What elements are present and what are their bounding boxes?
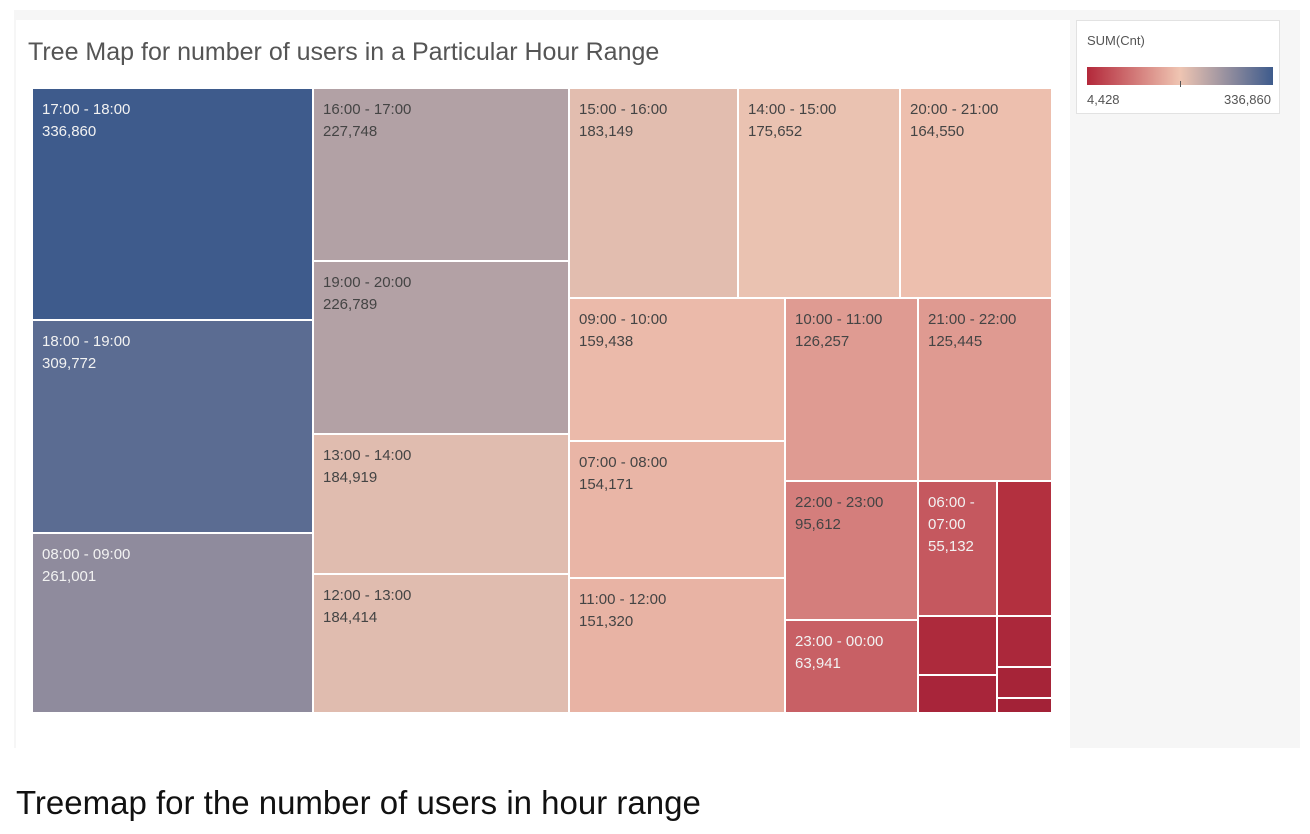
treemap-tile[interactable]: 12:00 - 13:00 184,414 <box>314 575 570 714</box>
tile-label: 18:00 - 19:00 309,772 <box>42 333 131 372</box>
tile-label: 12:00 - 13:00 184,414 <box>323 587 412 626</box>
treemap-tile[interactable]: 17:00 - 18:00 336,860 <box>33 89 314 321</box>
tile-label: 21:00 - 22:00 125,445 <box>928 311 1017 350</box>
legend-max-label: 336,860 <box>1224 92 1271 107</box>
tile-label: 22:00 - 23:00 95,612 <box>795 494 884 533</box>
tile-label: 07:00 - 08:00 154,171 <box>579 454 668 493</box>
treemap-tile[interactable]: 13:00 - 14:00 184,919 <box>314 435 570 575</box>
legend-color-bar <box>1087 67 1273 85</box>
legend-title: SUM(Cnt) <box>1087 33 1145 48</box>
treemap-tile[interactable]: 14:00 - 15:00 175,652 <box>739 89 901 299</box>
treemap-tile[interactable]: 20:00 - 21:00 164,550 <box>901 89 1053 299</box>
treemap-tile[interactable]: 11:00 - 12:00 151,320 <box>570 579 786 714</box>
treemap-tile[interactable]: 23:00 - 00:00 63,941 <box>786 621 919 714</box>
treemap-tile[interactable]: 08:00 - 09:00 261,001 <box>33 534 314 714</box>
tile-label: 08:00 - 09:00 261,001 <box>42 546 131 585</box>
tile-label: 09:00 - 10:00 159,438 <box>579 311 668 350</box>
treemap-tile[interactable]: 15:00 - 16:00 183,149 <box>570 89 739 299</box>
tile-label: 14:00 - 15:00 175,652 <box>748 101 837 140</box>
tile-label: 17:00 - 18:00 336,860 <box>42 101 131 140</box>
treemap-tile[interactable]: 09:00 - 10:00 159,438 <box>570 299 786 442</box>
treemap-tile[interactable]: 19:00 - 20:00 226,789 <box>314 262 570 435</box>
treemap-tile-unlabeled[interactable] <box>998 668 1053 699</box>
treemap-tile-unlabeled[interactable] <box>998 482 1053 617</box>
treemap-tile-unlabeled[interactable] <box>998 699 1053 714</box>
tile-label: 23:00 - 00:00 63,941 <box>795 633 884 672</box>
color-legend: SUM(Cnt) 4,428 336,860 <box>1076 20 1280 114</box>
treemap-tile[interactable]: 21:00 - 22:00 125,445 <box>919 299 1053 482</box>
treemap-tile[interactable]: 06:00 - 07:00 55,132 <box>919 482 998 617</box>
treemap-tile[interactable]: 18:00 - 19:00 309,772 <box>33 321 314 534</box>
treemap-tile-unlabeled[interactable] <box>919 676 998 714</box>
treemap-tile-unlabeled[interactable] <box>919 617 998 676</box>
treemap-tile-unlabeled[interactable] <box>998 617 1053 668</box>
treemap: 17:00 - 18:00 336,860 18:00 - 19:00 309,… <box>33 89 1053 714</box>
tile-label: 15:00 - 16:00 183,149 <box>579 101 668 140</box>
tile-label: 16:00 - 17:00 227,748 <box>323 101 412 140</box>
tile-label: 19:00 - 20:00 226,789 <box>323 274 412 313</box>
treemap-tile[interactable]: 16:00 - 17:00 227,748 <box>314 89 570 262</box>
legend-midpoint-tick <box>1180 81 1181 87</box>
treemap-tile[interactable]: 22:00 - 23:00 95,612 <box>786 482 919 621</box>
treemap-tile[interactable]: 10:00 - 11:00 126,257 <box>786 299 919 482</box>
treemap-tile[interactable]: 07:00 - 08:00 154,171 <box>570 442 786 579</box>
chart-title: Tree Map for number of users in a Partic… <box>28 38 660 66</box>
tile-label: 10:00 - 11:00 126,257 <box>795 311 883 350</box>
figure-caption: Treemap for the number of users in hour … <box>16 784 701 821</box>
legend-min-label: 4,428 <box>1087 92 1120 107</box>
tile-label: 20:00 - 21:00 164,550 <box>910 101 999 140</box>
tile-label: 06:00 - 07:00 55,132 <box>928 494 975 555</box>
tile-label: 13:00 - 14:00 184,919 <box>323 447 412 486</box>
tile-label: 11:00 - 12:00 151,320 <box>579 591 667 630</box>
